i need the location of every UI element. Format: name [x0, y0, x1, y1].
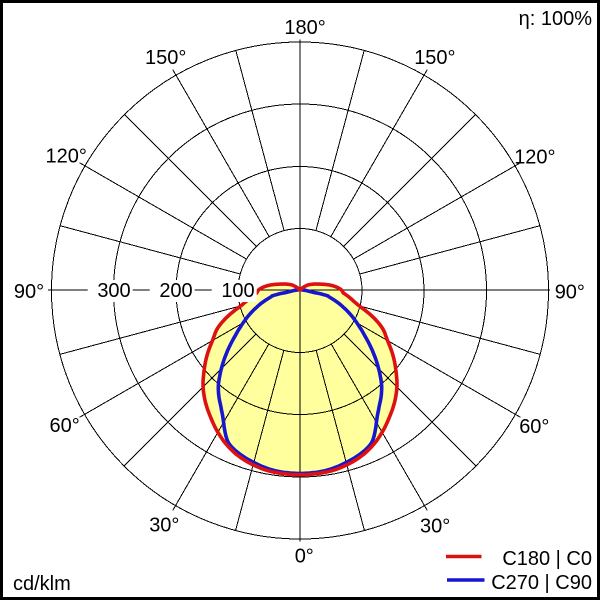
svg-text:150°: 150°: [414, 47, 455, 69]
svg-text:C180 | C0: C180 | C0: [502, 548, 592, 570]
svg-text:C270 | C90: C270 | C90: [491, 572, 592, 594]
svg-text:150°: 150°: [145, 47, 186, 69]
svg-text:90°: 90°: [555, 282, 585, 304]
svg-text:30°: 30°: [420, 516, 450, 538]
svg-text:180°: 180°: [284, 17, 325, 39]
svg-text:300: 300: [97, 280, 130, 302]
svg-text:60°: 60°: [519, 416, 549, 438]
svg-text:30°: 30°: [149, 515, 179, 537]
svg-text:60°: 60°: [50, 415, 80, 437]
svg-text:200: 200: [159, 280, 192, 302]
svg-text:120°: 120°: [46, 146, 87, 168]
svg-text:cd/klm: cd/klm: [13, 573, 71, 595]
svg-text:120°: 120°: [514, 147, 555, 169]
svg-text:100: 100: [221, 280, 254, 302]
svg-text:0°: 0°: [295, 546, 314, 568]
svg-text:η: 100%: η: 100%: [519, 8, 593, 30]
svg-text:90°: 90°: [14, 281, 44, 303]
